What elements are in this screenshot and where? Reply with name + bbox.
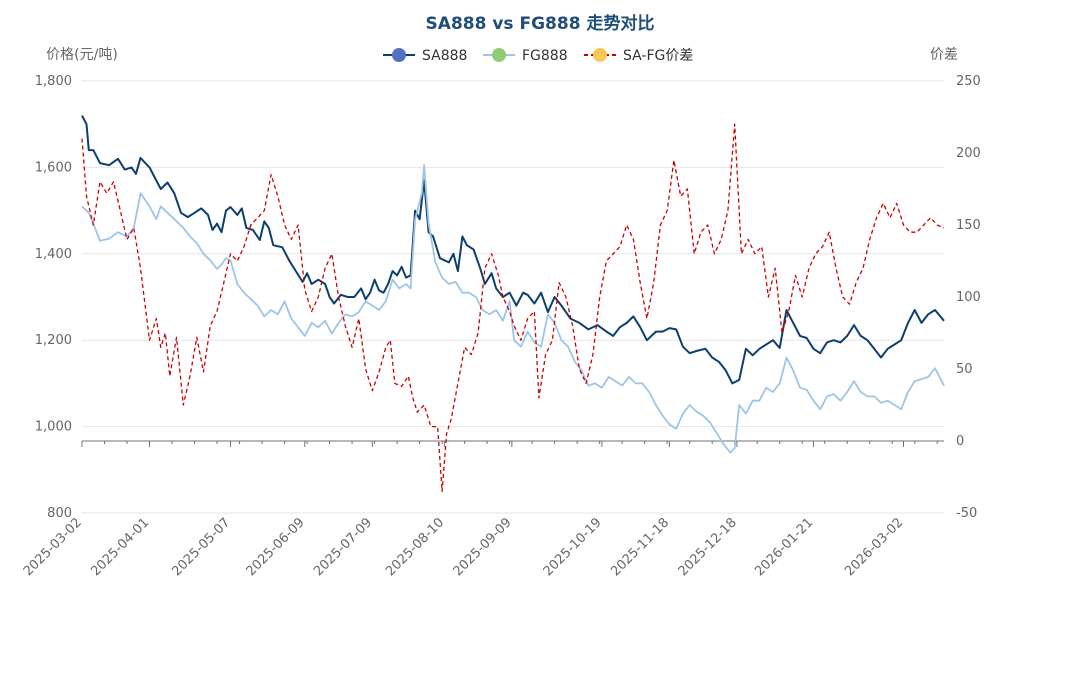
x-tick-label: 2025-05-07 xyxy=(169,515,233,579)
x-tick-label: 2025-11-18 xyxy=(608,515,672,579)
legend-spread-label: SA-FG价差 xyxy=(623,48,693,64)
y-axis-left: 800 1,000 1,200 1,400 1,600 1,800 xyxy=(35,74,72,521)
series-layer xyxy=(81,115,945,493)
legend-item-fg[interactable]: FG888 xyxy=(483,48,568,64)
y-right-tick-label: -50 xyxy=(956,506,977,521)
x-axis: 2025-03-02 2025-04-01 2025-05-07 2025-06-09… xyxy=(21,440,944,579)
y-left-tick-label: 1,600 xyxy=(35,160,72,175)
legend-item-sa[interactable]: SA888 xyxy=(383,48,467,64)
x-tick-label: 2026-03-02 xyxy=(842,515,906,579)
x-tick-label: 2025-10-19 xyxy=(541,515,605,579)
y-left-tick-label: 1,800 xyxy=(35,74,72,89)
legend-item-spread[interactable]: SA-FG价差 xyxy=(584,48,693,64)
legend-fg-label: FG888 xyxy=(522,48,568,64)
x-tick-label: 2025-03-02 xyxy=(21,515,85,579)
x-tick-label: 2025-09-09 xyxy=(451,515,515,579)
grid xyxy=(82,80,944,514)
y-left-tick-label: 1,200 xyxy=(35,333,72,348)
legend-spread-icon xyxy=(593,48,607,62)
series-line-spread xyxy=(81,123,945,493)
y-left-tick-label: 1,000 xyxy=(35,420,72,435)
y-right-tick-label: 50 xyxy=(956,362,973,377)
x-tick-label: 2025-04-01 xyxy=(88,515,152,579)
legend-fg-icon xyxy=(492,48,506,62)
y-right-tick-label: 0 xyxy=(956,434,964,449)
legend-sa-icon xyxy=(392,48,406,62)
y-right-tick-label: 100 xyxy=(956,290,981,305)
y-left-tick-label: 800 xyxy=(47,506,72,521)
series-line-fg xyxy=(81,164,945,454)
series-line-sa xyxy=(81,115,945,385)
legend-sa-label: SA888 xyxy=(422,48,467,64)
x-tick-label: 2025-12-18 xyxy=(676,515,740,579)
y-left-tick-label: 1,400 xyxy=(35,247,72,262)
y-right-tick-label: 250 xyxy=(956,74,981,89)
x-tick-label: 2025-08-10 xyxy=(383,515,447,579)
y-axis-left-label: 价格(元/吨) xyxy=(46,47,118,63)
x-tick-label: 2025-06-09 xyxy=(244,515,308,579)
y-right-tick-label: 200 xyxy=(956,146,981,161)
y-axis-right-label: 价差 xyxy=(930,47,958,63)
legend: SA888 FG888 SA-FG价差 xyxy=(383,48,693,64)
chart-title: SA888 vs FG888 走势对比 xyxy=(426,13,655,34)
y-right-tick-label: 150 xyxy=(956,218,981,233)
x-tick-label: 2026-01-21 xyxy=(752,515,816,579)
x-tick-label: 2025-07-09 xyxy=(311,515,375,579)
y-axis-right: -50 0 50 100 150 200 250 xyxy=(956,74,981,521)
